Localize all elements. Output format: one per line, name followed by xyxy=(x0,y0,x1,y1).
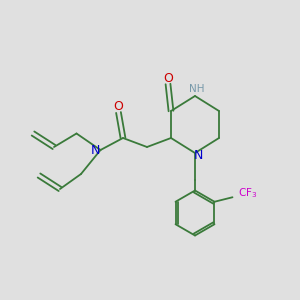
Text: CF$_3$: CF$_3$ xyxy=(238,186,258,200)
Text: N: N xyxy=(193,149,203,162)
Text: NH: NH xyxy=(189,83,204,94)
Text: N: N xyxy=(90,143,100,157)
Text: O: O xyxy=(114,100,123,113)
Text: O: O xyxy=(163,71,173,85)
